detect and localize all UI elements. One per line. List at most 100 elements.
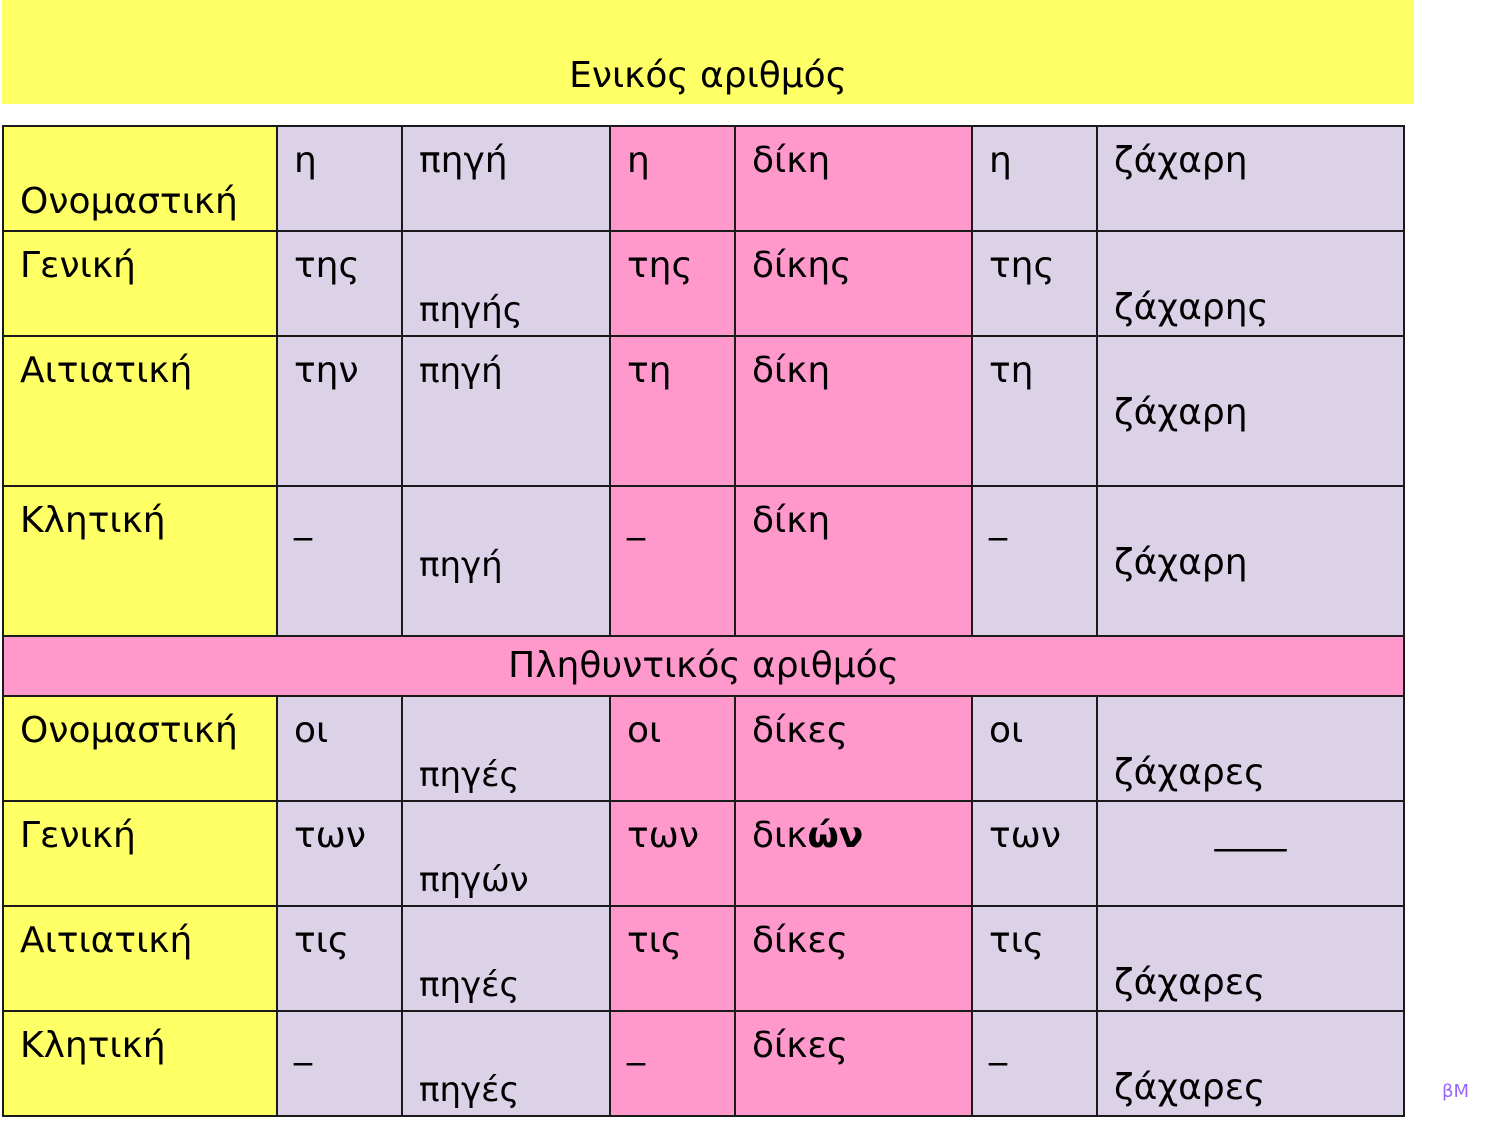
article: η <box>627 140 650 181</box>
noun: πηγών <box>419 860 529 900</box>
noun: δίκες <box>752 1025 849 1066</box>
plural-heading-row: Πληθυντικός αριθμός <box>2 635 1405 697</box>
noun-cell: δίκες <box>734 1010 973 1117</box>
noun-cell: ζάχαρες <box>1096 695 1405 802</box>
noun-cell: δίκη <box>734 335 973 487</box>
case-label: Ονομαστική <box>20 710 238 751</box>
article-cell: της <box>276 230 403 337</box>
noun: δίκη <box>752 500 831 541</box>
noun: δίκες <box>752 710 849 751</box>
table-row: Ονομαστική η πηγή η δίκη η ζάχαρη <box>2 125 1405 232</box>
table-row: Αιτιατική την πηγή τη δίκη τη ζάχαρη <box>2 335 1405 487</box>
noun-cell: δίκης <box>734 230 973 337</box>
noun-cell: πηγή <box>401 485 611 637</box>
noun-cell: ____ <box>1096 800 1405 907</box>
declension-table: Ονομαστική η πηγή η δίκη η ζάχαρη Γενική… <box>2 125 1405 1117</box>
article: _ <box>989 500 1007 541</box>
noun-cell: δικών <box>734 800 973 907</box>
article-cell: οι <box>609 695 736 802</box>
noun: πηγή <box>419 545 503 585</box>
article: τη <box>627 350 672 391</box>
article-cell: _ <box>609 485 736 637</box>
noun: ζάχαρες <box>1114 1067 1266 1108</box>
noun: ζάχαρης <box>1114 287 1269 328</box>
singular-title: Ενικός αριθμός <box>569 55 847 96</box>
article: _ <box>989 1025 1007 1066</box>
noun: ζάχαρη <box>1114 542 1248 583</box>
case-label: Κλητική <box>20 1025 166 1066</box>
case-cell: Αιτιατική <box>2 905 278 1012</box>
noun: πηγής <box>419 290 523 330</box>
article-cell: των <box>276 800 403 907</box>
article-cell: οι <box>971 695 1098 802</box>
plural-title: Πληθυντικός αριθμός <box>2 635 1405 697</box>
article: η <box>294 140 317 181</box>
noun: πηγή <box>419 140 508 181</box>
noun: ζάχαρη <box>1114 392 1248 433</box>
noun-cell: ζάχαρες <box>1096 905 1405 1012</box>
noun-cell: πηγών <box>401 800 611 907</box>
article: των <box>627 815 699 856</box>
article-cell: τις <box>609 905 736 1012</box>
noun: δίκης <box>752 245 852 286</box>
article-cell: οι <box>276 695 403 802</box>
article: τις <box>627 920 682 961</box>
case-label: Κλητική <box>20 500 166 541</box>
article-cell: _ <box>971 1010 1098 1117</box>
article: οι <box>989 710 1024 751</box>
noun-cell: δίκη <box>734 125 973 232</box>
noun-cell: ζάχαρη <box>1096 335 1405 487</box>
noun-cell: δίκη <box>734 485 973 637</box>
case-label: Αιτιατική <box>20 920 193 961</box>
article: _ <box>294 1025 312 1066</box>
article-cell: _ <box>971 485 1098 637</box>
case-cell: Κλητική <box>2 1010 278 1117</box>
noun: δίκες <box>752 920 849 961</box>
article-cell: των <box>609 800 736 907</box>
case-cell: Ονομαστική <box>2 125 278 232</box>
article: της <box>989 245 1055 286</box>
noun-cell: δίκες <box>734 695 973 802</box>
noun: ζάχαρες <box>1114 962 1266 1003</box>
noun-cell: ζάχαρη <box>1096 485 1405 637</box>
article-cell: τις <box>971 905 1098 1012</box>
noun-cell: ζάχαρες <box>1096 1010 1405 1117</box>
watermark: βΜ <box>1442 1081 1470 1102</box>
noun-cell: πηγή <box>401 125 611 232</box>
article-cell: _ <box>276 1010 403 1117</box>
case-label: Ονομαστική <box>20 181 238 222</box>
table-row: Γενική των πηγών των δικών των ____ <box>2 800 1405 907</box>
article-cell: _ <box>609 1010 736 1117</box>
noun: πηγή <box>419 351 503 391</box>
article: των <box>989 815 1061 856</box>
noun-stem: δικ <box>752 815 808 856</box>
singular-banner: Ενικός αριθμός <box>2 0 1414 104</box>
article-cell: η <box>609 125 736 232</box>
article-cell: τις <box>276 905 403 1012</box>
missing-form-blank: ____ <box>1214 811 1287 852</box>
noun-cell: πηγή <box>401 335 611 487</box>
article: της <box>294 245 360 286</box>
table-row: Αιτιατική τις πηγές τις δίκες τις ζάχαρε… <box>2 905 1405 1012</box>
case-cell: Αιτιατική <box>2 335 278 487</box>
article: η <box>989 140 1012 181</box>
case-label: Γενική <box>20 245 136 286</box>
article: την <box>294 350 359 391</box>
article: οι <box>627 710 662 751</box>
noun: πηγές <box>419 965 520 1005</box>
article: τις <box>294 920 349 961</box>
noun-cell: ζάχαρης <box>1096 230 1405 337</box>
article-cell: τη <box>609 335 736 487</box>
case-cell: Κλητική <box>2 485 278 637</box>
article: _ <box>294 500 312 541</box>
article: _ <box>627 500 645 541</box>
noun-cell: πηγές <box>401 905 611 1012</box>
case-label: Αιτιατική <box>20 350 193 391</box>
article-cell: τη <box>971 335 1098 487</box>
noun: δίκη <box>752 350 831 391</box>
noun-cell: πηγής <box>401 230 611 337</box>
article: τις <box>989 920 1044 961</box>
article-cell: η <box>276 125 403 232</box>
noun-cell: δίκες <box>734 905 973 1012</box>
article-cell: της <box>971 230 1098 337</box>
